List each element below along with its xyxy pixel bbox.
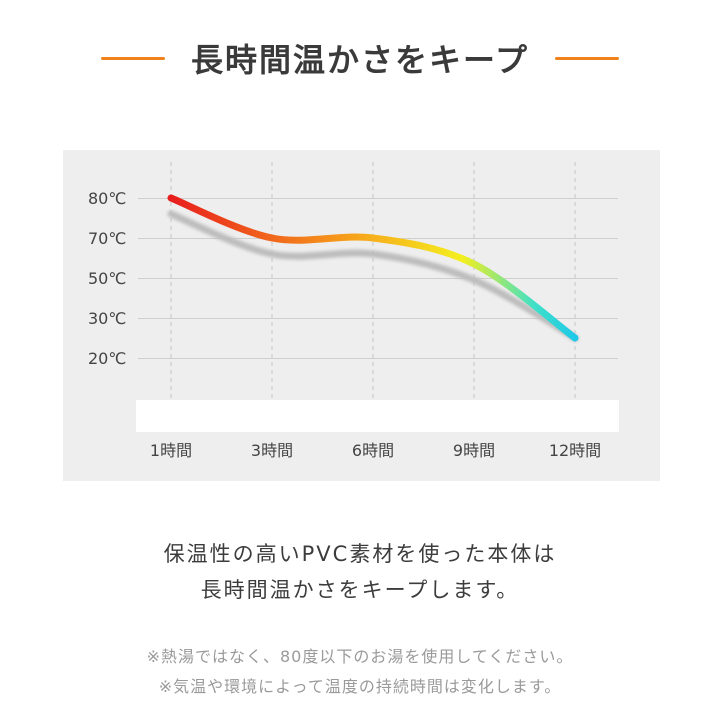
description-line-1: 保温性の高いPVC素材を使った本体は xyxy=(163,542,557,566)
y-tick-label: 30℃ xyxy=(88,309,126,328)
note-hot-water: ※熱湯ではなく、80度以下のお湯を使用してください。 xyxy=(146,647,574,666)
title-right-line xyxy=(555,56,620,60)
y-tick-label: 50℃ xyxy=(88,269,126,288)
y-tick-label: 70℃ xyxy=(88,229,126,248)
page-title: 長時間温かさをキープ xyxy=(190,41,530,79)
chart-svg: 80℃ 70℃ 50℃ 30℃ 20℃ 1時間 3時間 6時間 9時間 12時間 xyxy=(88,162,619,460)
x-tick-label: 12時間 xyxy=(549,441,601,460)
temperature-curve xyxy=(167,194,579,342)
note-environment: ※気温や環境によって温度の持続時間は変化します。 xyxy=(158,677,562,696)
x-tick-label: 9時間 xyxy=(453,441,495,460)
x-tick-label: 1時間 xyxy=(150,441,192,460)
y-tick-label: 20℃ xyxy=(88,349,126,368)
temperature-curve-shadow xyxy=(167,210,579,342)
page-header: 長時間温かさをキープ xyxy=(0,30,720,86)
chart-white-band xyxy=(136,400,619,432)
temperature-chart: 80℃ 70℃ 50℃ 30℃ 20℃ 1時間 3時間 6時間 9時間 12時間 xyxy=(63,150,660,481)
y-tick-label: 80℃ xyxy=(88,189,126,208)
title-left-line xyxy=(100,56,165,60)
x-tick-label: 3時間 xyxy=(251,441,293,460)
x-tick-label: 6時間 xyxy=(352,441,394,460)
description-line-2: 長時間温かさをキープします。 xyxy=(200,578,520,602)
